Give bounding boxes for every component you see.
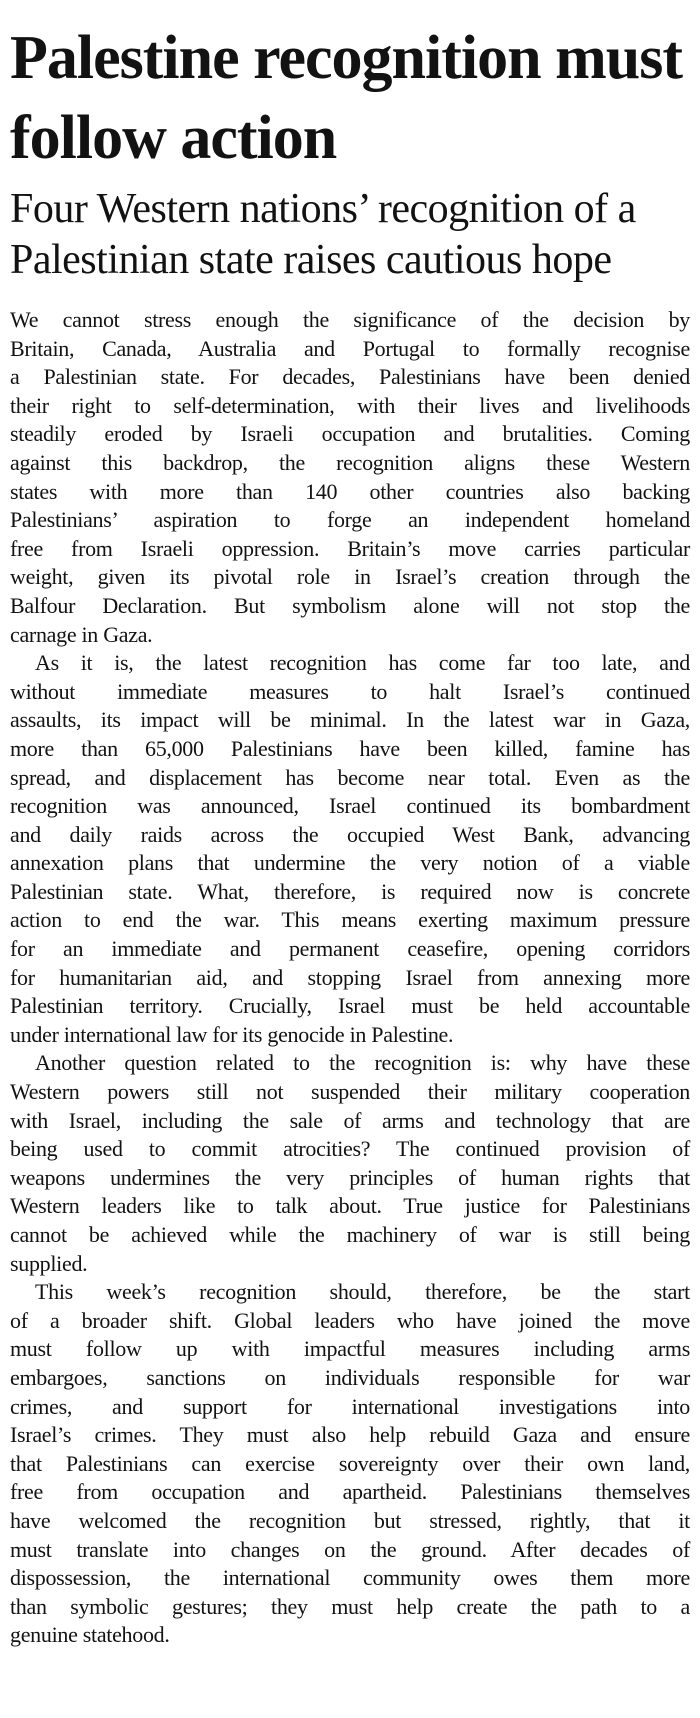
article-line: Balfour Declaration. But symbolism alone… [10,592,690,618]
article-body: We cannot stress enough the significance… [10,306,690,1650]
article-line: Palestinian territory. Crucially, Israel… [10,993,690,1019]
article-line: crimes, and support for international in… [10,1393,690,1419]
article-line: Palestinians’ aspiration to forge an ind… [10,507,690,533]
article-line: than symbolic gestures; they must help c… [10,1593,690,1619]
article-line: that Palestinians can exercise sovereign… [10,1450,690,1476]
article-line: action to end the war. This means exerti… [10,907,690,933]
article-line: a Palestinian state. For decades, Palest… [10,364,690,390]
article-line: Another question related to the recognit… [35,1050,690,1076]
article-line: supplied. [10,1250,88,1276]
article-line: their right to self-determination, with … [10,392,690,418]
article-line: recognition was announced, Israel contin… [10,793,690,819]
article-line: steadily eroded by Israeli occupation an… [10,421,690,447]
article-line: annexation plans that undermine the very… [10,850,690,876]
article-paragraph: Another question related to the recognit… [10,1049,690,1278]
article-line: more than 65,000 Palestinians have been … [10,735,690,761]
article-paragraph: This week’s recognition should, therefor… [10,1278,690,1650]
article-line: carnage in Gaza. [10,621,153,647]
article-line: weapons undermines the very principles o… [10,1164,690,1190]
article-line: Israel’s crimes. They must also help reb… [10,1422,690,1448]
article-line: genuine statehood. [10,1622,170,1648]
article-line: cannot be achieved while the machinery o… [10,1222,690,1247]
article-line: must translate into changes on the groun… [10,1536,690,1562]
article-line: Western leaders like to talk about. True… [10,1193,690,1219]
article-line: weight, given its pivotal role in Israel… [10,564,690,590]
article-line: against this backdrop, the recognition a… [10,449,690,475]
article-line: with Israel, including the sale of arms … [10,1107,690,1133]
article-standfirst: Four Western nations’ recognition of a P… [10,186,636,283]
article-line: Palestinian state. What, therefore, is r… [10,878,690,904]
article-line: free from Israeli oppression. Britain’s … [10,535,690,561]
article-paragraph: We cannot stress enough the significance… [10,306,690,649]
article-line: for humanitarian aid, and stopping Israe… [10,964,690,990]
article-line: being used to commit atrocities? The con… [10,1136,690,1162]
article-line: This week’s recognition should, therefor… [35,1279,690,1305]
article-line: free from occupation and apartheid. Pale… [10,1479,690,1505]
article-line: under international law for its genocide… [10,1021,454,1047]
article-line: without immediate measures to halt Israe… [10,678,690,704]
article-line: Western powers still not suspended their… [10,1079,690,1105]
article-line: We cannot stress enough the significance… [10,307,690,332]
article-line: states with more than 140 other countrie… [10,478,690,504]
article-line: of a broader shift. Global leaders who h… [10,1307,690,1333]
article-line: dispossession, the international communi… [10,1565,690,1591]
article-line: assaults, its impact will be minimal. In… [10,707,690,733]
article-line: must follow up with impactful measures i… [10,1336,690,1362]
article-line: As it is, the latest recognition has com… [35,650,690,676]
article-line: for an immediate and permanent ceasefire… [10,936,690,962]
article-line: Britain, Canada, Australia and Portugal … [10,335,690,361]
article-paragraph: As it is, the latest recognition has com… [10,649,690,1049]
article-headline: Palestine recognition must follow action [10,24,683,172]
article-line: and daily raids across the occupied West… [10,821,690,847]
article-line: spread, and displacement has become near… [10,764,690,790]
article-line: embargoes, sanctions on individuals resp… [10,1364,690,1390]
article-line: have welcomed the recognition but stress… [10,1507,690,1533]
